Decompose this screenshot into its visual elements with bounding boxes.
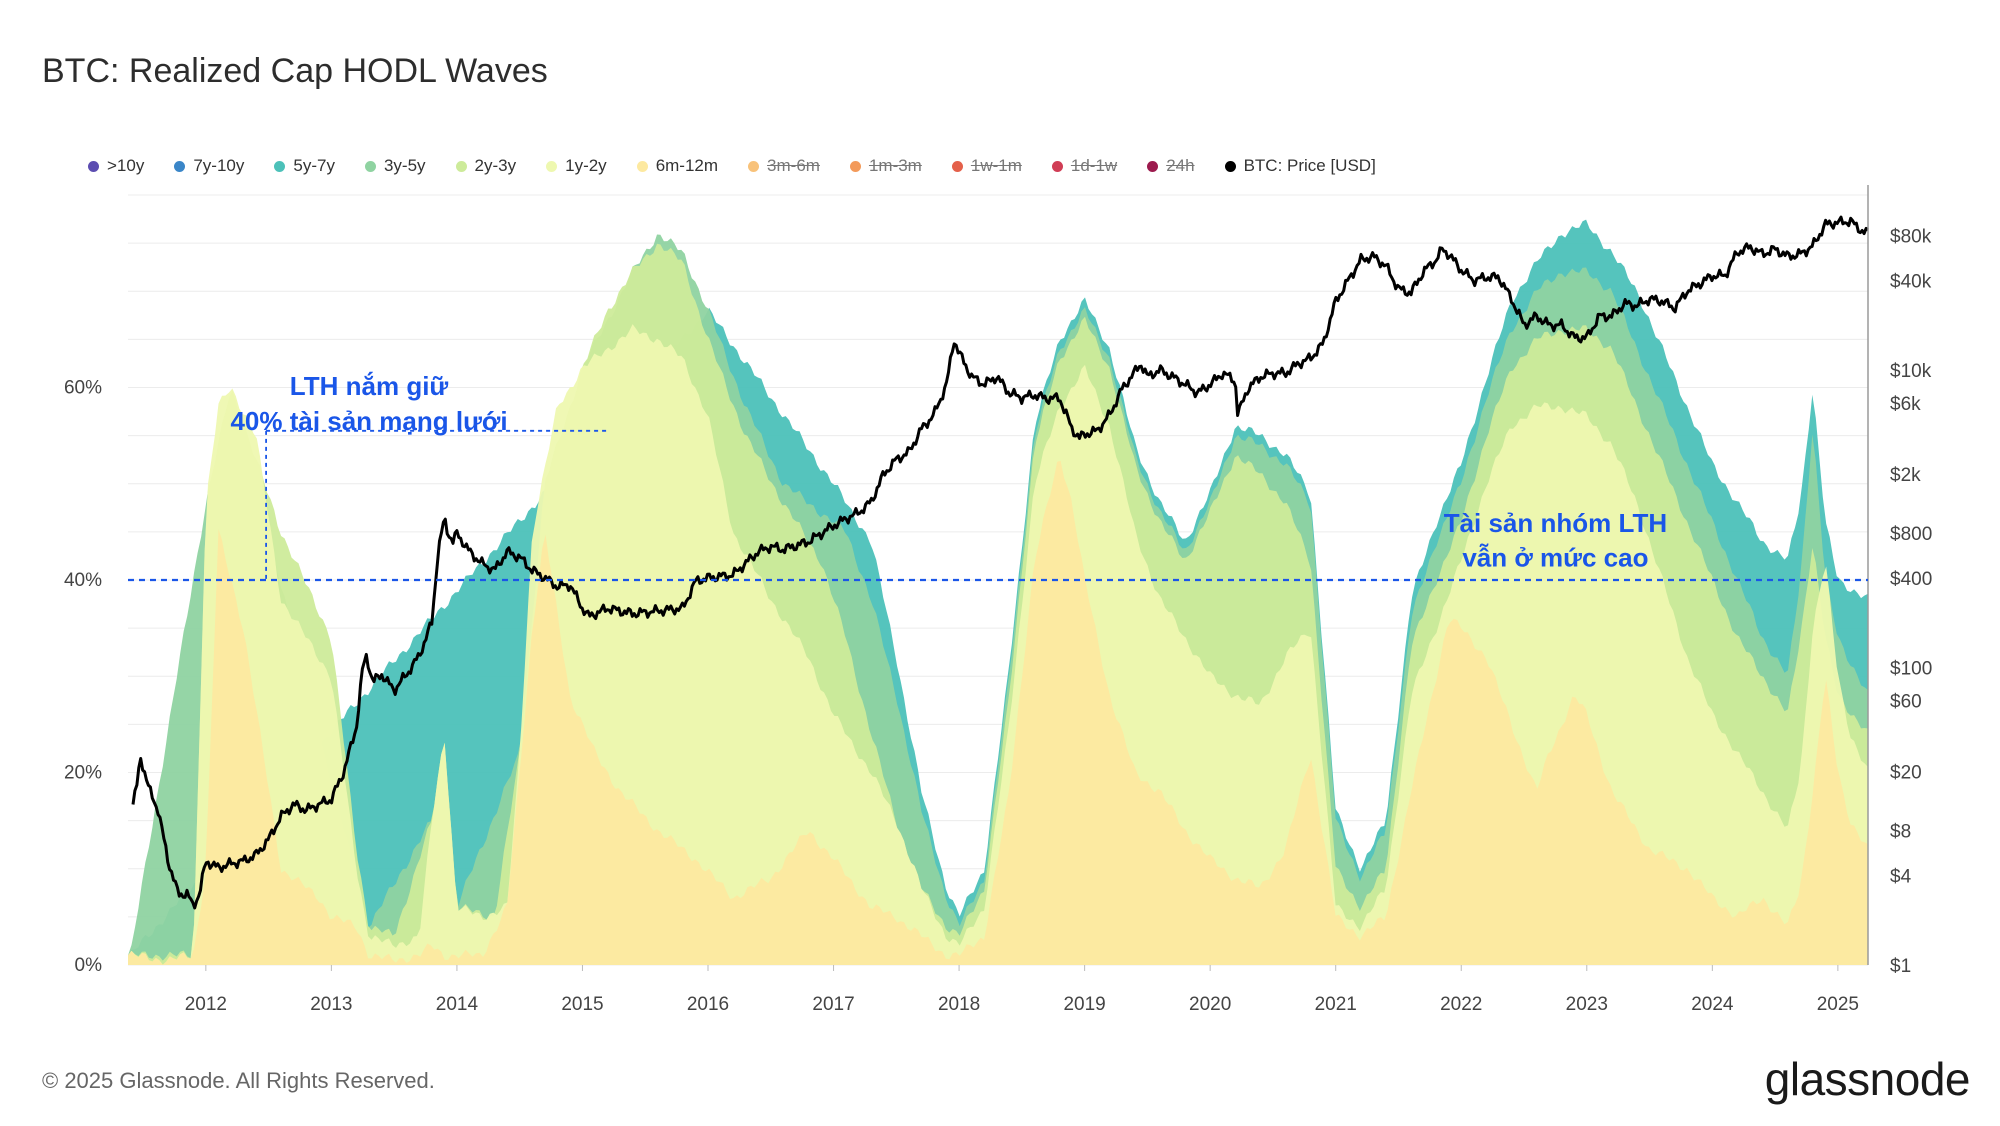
y-right-tick-label: $8 bbox=[1890, 822, 1911, 843]
x-tick-label: 2014 bbox=[436, 994, 479, 1010]
legend-item-10[interactable]: 1d-1w bbox=[1051, 156, 1118, 176]
y-right-tick-label: $800 bbox=[1890, 524, 1932, 545]
legend-label: 1y-2y bbox=[565, 156, 607, 175]
glassnode-logo: glassnode bbox=[1764, 1053, 1971, 1105]
legend-dot-icon bbox=[951, 160, 963, 172]
legend-label: BTC: Price [USD] bbox=[1243, 156, 1376, 175]
legend-label: 1m-3m bbox=[868, 156, 922, 175]
y-right-tick-label: $60 bbox=[1890, 691, 1922, 712]
y-right-tick-label: $10k bbox=[1890, 361, 1932, 382]
y-right-tick-label: $40k bbox=[1890, 271, 1932, 292]
legend-item-9[interactable]: 1w-1m bbox=[951, 156, 1022, 176]
legend-label: 7y-10y bbox=[193, 156, 245, 175]
legend-dot-icon bbox=[1224, 160, 1236, 172]
legend-dot-icon bbox=[849, 160, 861, 172]
y-right-tick-label: $80k bbox=[1890, 227, 1932, 248]
legend-item-5[interactable]: 1y-2y bbox=[546, 156, 607, 176]
legend-item-2[interactable]: 5y-7y bbox=[274, 156, 335, 176]
hodl-waves-chart: LTH nắm giữ 40% tài sản mạng lưới Tài sản … bbox=[64, 185, 1932, 1010]
btc-price-line bbox=[131, 215, 1869, 910]
legend-dot-icon bbox=[1147, 160, 1159, 172]
y-right-tick-label: $2k bbox=[1890, 465, 1921, 486]
legend-item-3[interactable]: 3y-5y bbox=[364, 156, 426, 176]
y-right-tick-label: $1 bbox=[1890, 956, 1911, 977]
legend-dot-icon bbox=[748, 160, 760, 172]
y-right-tick-label: $400 bbox=[1890, 569, 1932, 590]
legend-label: 2y-3y bbox=[474, 156, 517, 175]
legend-label: 1d-1w bbox=[1070, 156, 1118, 175]
annotation-1-line2: 40% tài sản mạng lưới bbox=[230, 406, 507, 436]
y-right-tick-label: $100 bbox=[1890, 658, 1932, 679]
legend-label: 24h bbox=[1166, 156, 1195, 175]
x-tick-label: 2023 bbox=[1566, 994, 1608, 1010]
legend-dot-icon bbox=[636, 160, 648, 172]
y-left-tick-label: 20% bbox=[64, 763, 102, 784]
x-tick-label: 2021 bbox=[1315, 994, 1357, 1010]
legend-item-6[interactable]: 6m-12m bbox=[636, 156, 719, 176]
legend-item-12[interactable]: BTC: Price [USD] bbox=[1224, 156, 1376, 176]
legend-dot-icon bbox=[274, 160, 286, 172]
x-tick-label: 2018 bbox=[938, 994, 980, 1010]
legend-label: 1w-1m bbox=[970, 156, 1022, 175]
annotation-2-line1: Tài sản nhóm LTH bbox=[1444, 508, 1667, 538]
copyright-footer: © 2025 Glassnode. All Rights Reserved. bbox=[42, 1068, 435, 1093]
chart-title: BTC: Realized Cap HODL Waves bbox=[42, 52, 548, 90]
y-left-tick-label: 60% bbox=[64, 378, 102, 399]
area-6m-12m bbox=[128, 460, 1868, 965]
legend-item-8[interactable]: 1m-3m bbox=[849, 156, 922, 176]
legend-dot-icon bbox=[455, 160, 467, 172]
x-tick-label: 2017 bbox=[812, 994, 854, 1010]
legend-label: >10y bbox=[107, 156, 145, 175]
x-tick-label: 2016 bbox=[687, 994, 729, 1010]
legend-item-0[interactable]: >10y bbox=[88, 156, 144, 176]
annotation-1-line1: LTH nắm giữ bbox=[290, 371, 449, 401]
legend-dot-icon bbox=[1051, 160, 1063, 172]
x-tick-label: 2013 bbox=[310, 994, 352, 1010]
x-tick-label: 2019 bbox=[1063, 994, 1105, 1010]
x-tick-label: 2022 bbox=[1440, 994, 1482, 1010]
legend-label: 6m-12m bbox=[655, 156, 719, 175]
legend-dot-icon bbox=[88, 160, 99, 172]
x-tick-label: 2012 bbox=[185, 994, 227, 1010]
y-right-tick-label: $6k bbox=[1890, 394, 1921, 415]
chart-legend: >10y 7y-10y 5y-7y 3y-5y 2y-3y 1y-2y 6m-12m 3m-6… bbox=[88, 156, 1406, 176]
legend-dot-icon bbox=[546, 160, 558, 172]
legend-item-11[interactable]: 24h bbox=[1147, 156, 1195, 176]
x-tick-label: 2020 bbox=[1189, 994, 1231, 1010]
hodl-areas bbox=[128, 219, 1868, 966]
x-tick-label: 2025 bbox=[1817, 994, 1859, 1010]
legend-item-4[interactable]: 2y-3y bbox=[455, 156, 517, 176]
y-left-tick-label: 0% bbox=[75, 955, 103, 976]
x-tick-label: 2024 bbox=[1691, 994, 1734, 1010]
legend-label: 5y-7y bbox=[293, 156, 335, 175]
legend-dot-icon bbox=[364, 160, 376, 172]
y-right-tick-label: $20 bbox=[1890, 762, 1922, 783]
y-left-tick-label: 40% bbox=[64, 570, 102, 591]
legend-item-7[interactable]: 3m-6m bbox=[748, 156, 820, 176]
y-right-tick-label: $4 bbox=[1890, 866, 1912, 887]
legend-label: 3m-6m bbox=[767, 156, 820, 175]
legend-item-1[interactable]: 7y-10y bbox=[174, 156, 244, 176]
legend-dot-icon bbox=[174, 160, 186, 172]
annotation-2-line2: vẫn ở mức cao bbox=[1462, 543, 1648, 573]
legend-label: 3y-5y bbox=[383, 156, 426, 175]
x-tick-label: 2015 bbox=[561, 994, 603, 1010]
